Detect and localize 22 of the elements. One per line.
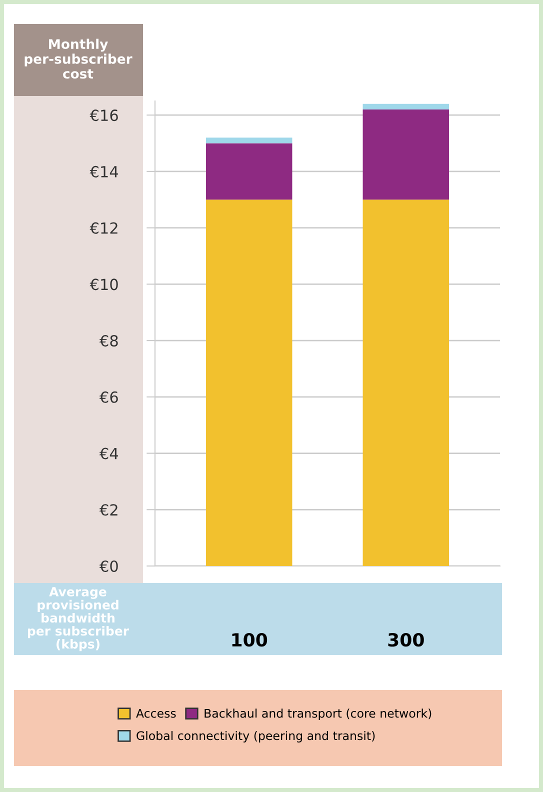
y-tick-label: €0 bbox=[99, 560, 118, 572]
y-tick-label: €4 bbox=[99, 448, 118, 460]
y-tick-label: €14 bbox=[90, 166, 118, 178]
y-tick-label: €10 bbox=[90, 278, 118, 290]
x-tick-label: 300 bbox=[388, 632, 424, 647]
y-axis-title: Monthly per-subscriber cost bbox=[24, 38, 132, 79]
x-axis-title: Average provisioned bandwidth per subscriber (kbps) bbox=[28, 587, 130, 652]
x-tick-label: 100 bbox=[232, 632, 268, 647]
y-tick-label: €6 bbox=[99, 391, 118, 403]
y-tick-label: €16 bbox=[90, 110, 118, 122]
y-tick-label: €2 bbox=[99, 504, 118, 516]
legend-label: Backhaul and transport (core network) bbox=[204, 708, 432, 720]
bar bbox=[206, 200, 292, 566]
bar bbox=[362, 109, 450, 200]
bar bbox=[362, 104, 450, 110]
y-tick-label: €8 bbox=[99, 335, 118, 347]
bar bbox=[362, 200, 450, 566]
legend-label: Access bbox=[136, 708, 176, 718]
legend-label: Global connectivity (peering and transit) bbox=[136, 731, 375, 742]
bar bbox=[206, 143, 292, 200]
y-tick-label: €12 bbox=[90, 222, 118, 234]
bar bbox=[206, 138, 292, 144]
